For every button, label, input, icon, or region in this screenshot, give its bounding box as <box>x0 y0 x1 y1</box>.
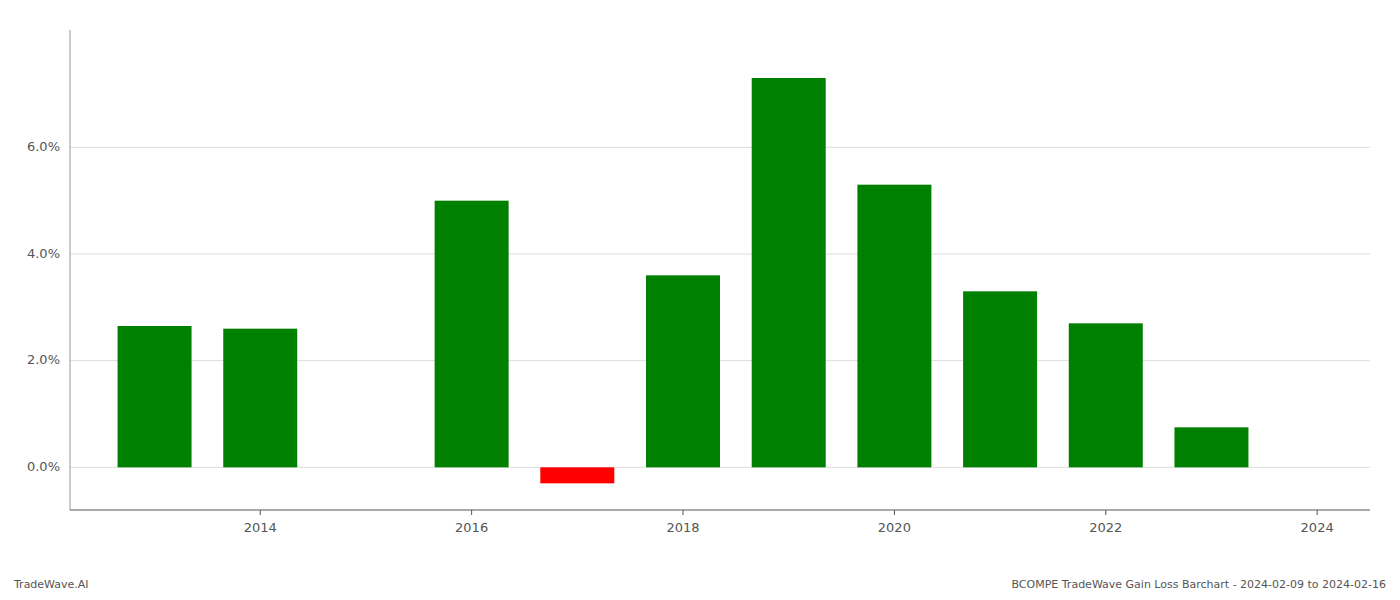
footer-left: TradeWave.AI <box>13 578 89 591</box>
x-tick-label: 2022 <box>1089 520 1122 535</box>
y-tick-labels: 0.0% 2.0% 4.0% 6.0% <box>27 139 60 474</box>
chart-container: 0.0% 2.0% 4.0% 6.0% 2014 2016 2018 2020 2022 2024… <box>0 0 1400 600</box>
x-tick-mark <box>471 510 472 515</box>
x-tick-label: 2014 <box>244 520 277 535</box>
bar <box>1069 323 1143 467</box>
grid-line <box>70 147 1370 148</box>
x-tick-mark <box>894 510 895 515</box>
y-grid <box>70 147 1370 467</box>
y-tick-label: 6.0% <box>27 139 60 154</box>
x-tick-mark <box>260 510 261 515</box>
bar <box>857 185 931 468</box>
grid-line <box>70 254 1370 255</box>
bar <box>118 326 192 467</box>
bar <box>540 467 614 483</box>
x-tick-mark <box>683 510 684 515</box>
footer-right: BCOMPE TradeWave Gain Loss Barchart - 20… <box>1012 578 1387 591</box>
bar <box>752 78 826 467</box>
y-tick-label: 4.0% <box>27 246 60 261</box>
bar <box>223 329 297 468</box>
background <box>0 0 1400 600</box>
x-axis-line <box>70 510 1370 511</box>
x-tick-label: 2018 <box>666 520 699 535</box>
bar <box>435 201 509 468</box>
x-tick-label: 2024 <box>1301 520 1334 535</box>
y-tick-label: 2.0% <box>27 352 60 367</box>
bars <box>118 78 1249 483</box>
bar <box>963 291 1037 467</box>
bar <box>646 275 720 467</box>
bar <box>1174 427 1248 467</box>
x-tick-label: 2020 <box>878 520 911 535</box>
chart-svg: 0.0% 2.0% 4.0% 6.0% 2014 2016 2018 2020 2022 2024… <box>0 0 1400 600</box>
x-tick-label: 2016 <box>455 520 488 535</box>
y-axis-line <box>70 30 71 510</box>
x-tick-labels: 2014 2016 2018 2020 2022 2024 <box>244 510 1334 535</box>
x-tick-mark <box>1317 510 1318 515</box>
y-tick-label: 0.0% <box>27 459 60 474</box>
x-tick-mark <box>1105 510 1106 515</box>
